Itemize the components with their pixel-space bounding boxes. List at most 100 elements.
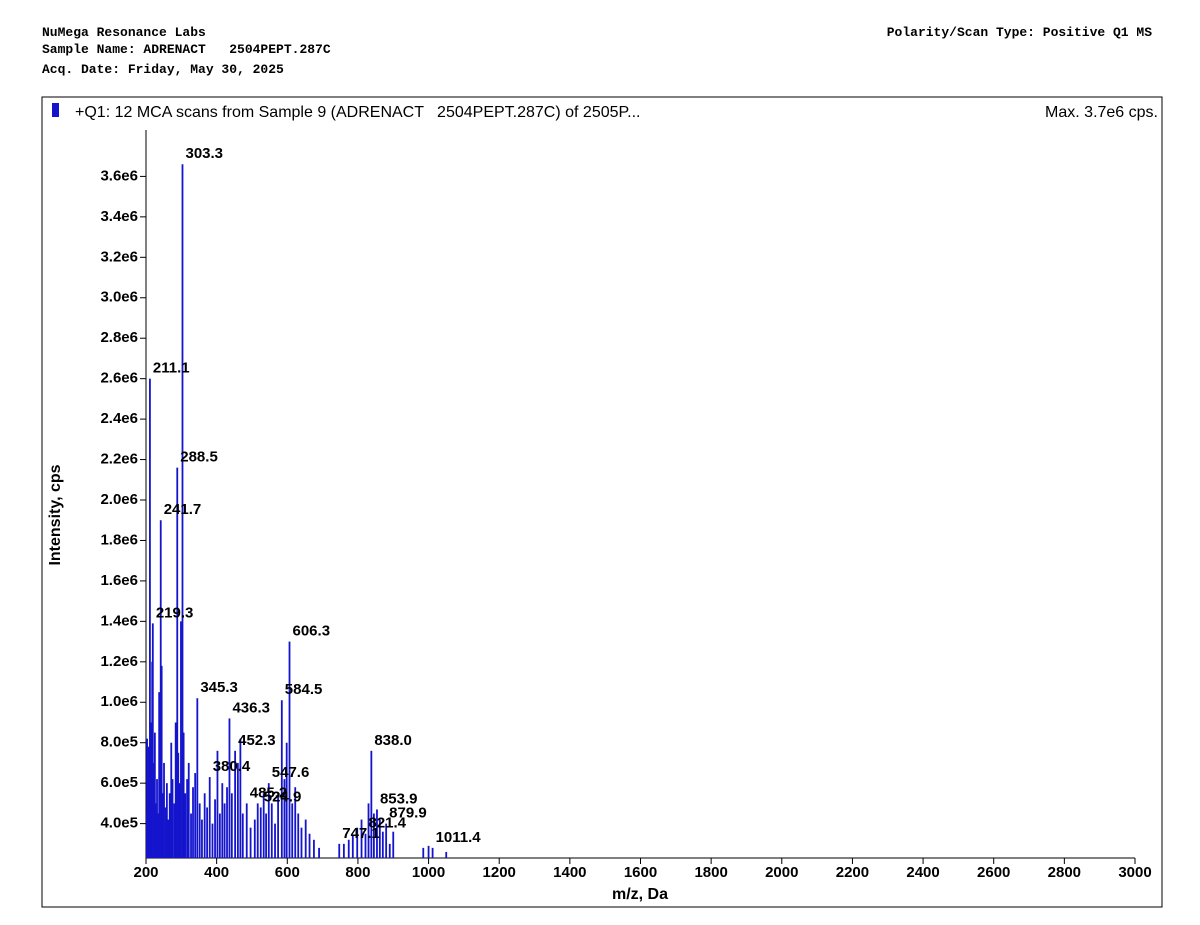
peak	[239, 738, 242, 858]
peak	[338, 843, 341, 858]
peak	[300, 827, 303, 858]
peak	[253, 819, 256, 858]
x-tick-label: 1200	[483, 864, 516, 881]
peak	[218, 813, 221, 858]
peak-label: 436.3	[232, 699, 270, 716]
peak-label: 241.7	[164, 501, 202, 518]
peak-label: 584.5	[285, 681, 323, 698]
peak	[173, 803, 176, 858]
y-tick-label: 6.0e5	[100, 774, 138, 791]
peak	[370, 750, 373, 858]
peak-label: 380.4	[213, 758, 251, 775]
peak	[236, 762, 239, 858]
peak	[445, 851, 448, 858]
peak	[427, 845, 430, 858]
peak	[318, 847, 320, 858]
x-axis-title: m/z, Da	[612, 886, 668, 903]
peak	[274, 823, 276, 858]
peak	[171, 779, 174, 858]
peak	[285, 742, 288, 858]
peak	[170, 742, 173, 858]
peak	[297, 813, 300, 858]
peak-label: 879.9	[389, 805, 427, 822]
peak-label: 821.4	[368, 815, 406, 832]
peak	[203, 793, 206, 858]
peak	[186, 779, 189, 858]
peak	[223, 803, 226, 858]
y-tick-label: 3.6e6	[100, 167, 138, 184]
peak	[245, 803, 248, 858]
peak	[184, 793, 187, 858]
peak	[206, 807, 209, 858]
peak	[196, 698, 199, 858]
peak	[304, 819, 307, 858]
peak	[378, 819, 381, 858]
y-axis-title: Intensity, cps	[47, 464, 64, 565]
x-tick-label: 3000	[1118, 864, 1151, 881]
peak	[214, 799, 216, 858]
peak	[174, 722, 177, 858]
peak-label: 303.3	[185, 145, 223, 162]
peak	[177, 752, 180, 858]
peak	[157, 813, 159, 858]
peak	[230, 793, 233, 858]
y-tick-label: 1.0e6	[100, 693, 138, 710]
peak	[392, 831, 395, 858]
peak	[283, 779, 286, 858]
peak	[168, 793, 171, 858]
x-tick-label: 2000	[765, 864, 798, 881]
peak	[265, 813, 267, 858]
peak	[208, 777, 211, 858]
peak	[234, 750, 237, 858]
scan-type: Polarity/Scan Type: Positive Q1 MS	[887, 25, 1152, 40]
peak	[194, 773, 197, 858]
peak-label: 547.6	[272, 764, 310, 781]
x-tick-label: 1600	[624, 864, 657, 881]
peak	[163, 762, 165, 858]
lab-name: NuMega Resonance Labs	[42, 25, 206, 40]
x-tick-label: 2400	[906, 864, 939, 881]
peak	[241, 813, 244, 858]
peak-label: 485.2	[250, 784, 288, 801]
x-tick-label: 2800	[1048, 864, 1081, 881]
x-tick-label: 800	[345, 864, 370, 881]
y-tick-label: 3.0e6	[100, 289, 138, 306]
peak	[190, 813, 192, 858]
peak	[164, 807, 167, 858]
y-tick-label: 1.8e6	[100, 531, 138, 548]
x-tick-label: 200	[133, 864, 158, 881]
x-tick-label: 600	[275, 864, 300, 881]
peak	[277, 793, 280, 858]
x-tick-label: 2200	[836, 864, 869, 881]
peak	[216, 750, 219, 858]
peak	[259, 807, 262, 858]
peak-label: 524.9	[264, 788, 302, 805]
max-label: Max. 3.7e6 cps.	[1045, 104, 1158, 121]
peak	[347, 839, 350, 858]
peak	[152, 762, 155, 858]
peak	[313, 839, 315, 858]
peak	[367, 803, 370, 858]
peak	[151, 623, 154, 858]
peak	[221, 783, 224, 858]
y-tick-label: 2.6e6	[100, 370, 138, 387]
y-tick-label: 2.2e6	[100, 451, 138, 468]
peak	[160, 665, 163, 858]
x-tick-label: 2600	[977, 864, 1010, 881]
peak	[342, 843, 345, 858]
peak	[178, 783, 181, 858]
y-tick-label: 1.2e6	[100, 653, 138, 670]
peak	[356, 827, 359, 858]
y-tick-label: 3.4e6	[100, 208, 138, 225]
peak-label: 452.3	[238, 732, 276, 749]
y-tick-label: 1.6e6	[100, 572, 138, 589]
peak	[165, 783, 168, 858]
peak	[256, 803, 259, 858]
peak	[161, 793, 164, 858]
y-tick-label: 2.8e6	[100, 329, 138, 346]
y-tick-label: 1.4e6	[100, 612, 138, 629]
peak	[201, 819, 203, 858]
x-tick-label: 1400	[553, 864, 586, 881]
legend-swatch	[52, 103, 59, 117]
